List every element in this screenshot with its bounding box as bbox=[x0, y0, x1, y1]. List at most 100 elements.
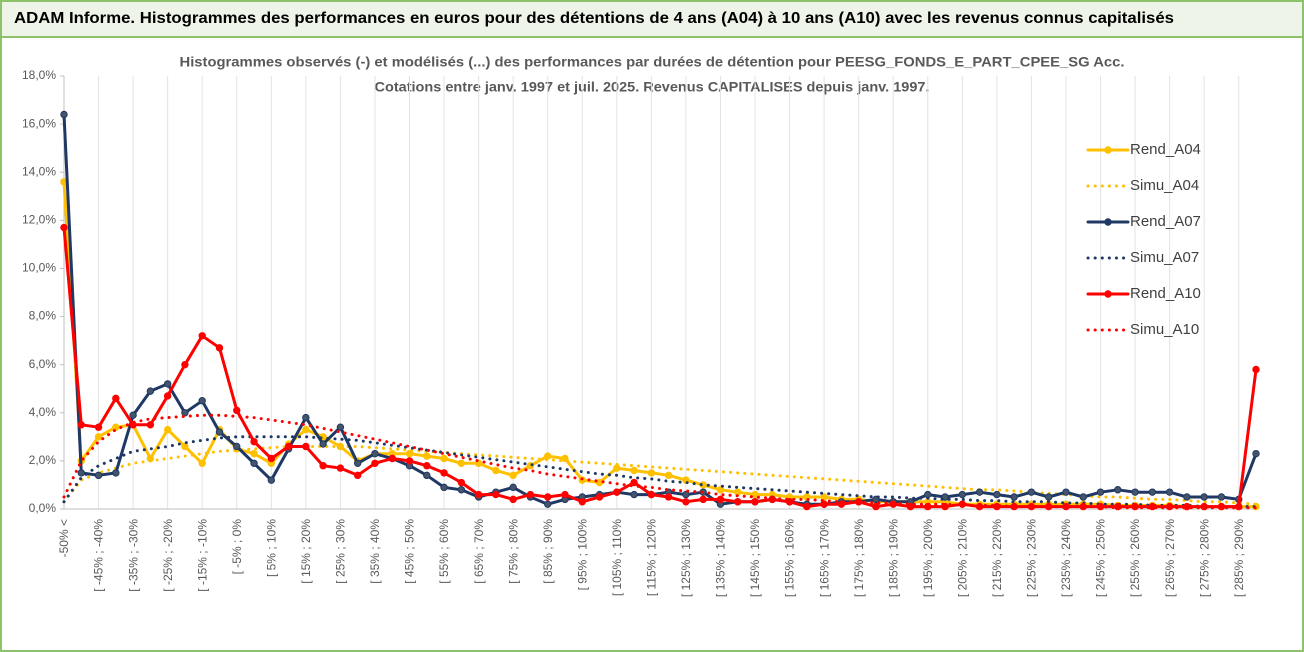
series-marker bbox=[509, 495, 517, 504]
series-marker bbox=[198, 459, 206, 467]
series-marker bbox=[544, 493, 552, 501]
series-marker bbox=[1062, 488, 1070, 496]
series-marker bbox=[94, 423, 103, 431]
y-tick-label: 12,0% bbox=[22, 213, 56, 227]
series-marker bbox=[112, 469, 120, 477]
x-tick-label: -50% < bbox=[57, 519, 71, 557]
series-marker bbox=[440, 454, 448, 463]
series-marker bbox=[302, 425, 310, 434]
series-marker bbox=[405, 457, 414, 465]
series-marker bbox=[129, 411, 137, 419]
series-marker bbox=[509, 471, 517, 480]
series-marker bbox=[1165, 488, 1174, 496]
series-marker bbox=[561, 490, 569, 499]
series-marker bbox=[233, 442, 241, 451]
series-marker bbox=[233, 406, 241, 415]
series-marker bbox=[94, 471, 103, 480]
series-marker bbox=[751, 498, 759, 506]
x-tick-label: [ 165% ; 170% bbox=[817, 519, 831, 597]
series-marker bbox=[215, 344, 224, 352]
series-marker bbox=[785, 498, 794, 506]
series-marker bbox=[1096, 502, 1105, 511]
series-marker bbox=[302, 442, 310, 451]
chart-title: ADAM Informe. Histogrammes des performan… bbox=[14, 10, 1174, 27]
x-tick-label: [ 75% ; 80% bbox=[506, 519, 520, 584]
legend-label: Rend_A04 bbox=[1130, 141, 1201, 158]
series-marker bbox=[250, 459, 258, 467]
x-tick-label: [ 245% ; 250% bbox=[1094, 519, 1108, 597]
legend-label: Simu_A04 bbox=[1130, 177, 1199, 194]
series-marker bbox=[664, 471, 673, 480]
series-marker bbox=[1252, 449, 1260, 458]
x-tick-label: [ 105% ; 110% bbox=[610, 519, 624, 596]
series-marker bbox=[820, 500, 828, 508]
x-tick-label: [ 275% ; 280% bbox=[1197, 519, 1211, 597]
series-marker bbox=[716, 495, 725, 504]
series-marker bbox=[509, 483, 517, 492]
series-marker bbox=[60, 223, 68, 232]
series-marker bbox=[60, 110, 68, 119]
series-marker bbox=[302, 413, 310, 422]
x-tick-label: [ 135% ; 140% bbox=[714, 519, 728, 597]
x-tick-label: [ 145% ; 150% bbox=[748, 519, 762, 597]
x-tick-label: [ 215% ; 220% bbox=[990, 519, 1004, 597]
legend-label: Simu_A07 bbox=[1130, 249, 1199, 266]
series-marker bbox=[77, 469, 85, 477]
legend-label: Rend_A07 bbox=[1130, 213, 1201, 230]
series-marker bbox=[975, 488, 984, 496]
series-marker bbox=[630, 478, 638, 487]
series-marker bbox=[682, 498, 690, 506]
series-marker bbox=[353, 471, 362, 480]
series-marker bbox=[163, 392, 172, 400]
y-tick-label: 2,0% bbox=[29, 453, 57, 467]
chart-subtitle: Histogrammes observés (-) et modélisés (… bbox=[180, 54, 1125, 70]
series-marker bbox=[423, 452, 431, 460]
series-marker bbox=[526, 490, 535, 499]
series-marker bbox=[146, 387, 155, 395]
series-marker bbox=[1027, 488, 1036, 496]
x-tick-label: [ 265% ; 270% bbox=[1163, 519, 1177, 597]
x-tick-label: [ 125% ; 130% bbox=[679, 519, 693, 597]
series-line bbox=[62, 435, 1258, 509]
series-marker bbox=[163, 425, 172, 434]
x-tick-label: [ 185% ; 190% bbox=[886, 519, 900, 597]
series-marker bbox=[682, 490, 690, 499]
x-tick-label: [ -5% ; 0% bbox=[230, 519, 244, 575]
legend-label: Simu_A10 bbox=[1130, 321, 1199, 338]
series-marker bbox=[1079, 493, 1087, 501]
x-tick-label: [ -25% ; -20% bbox=[161, 519, 175, 592]
series-marker bbox=[423, 462, 431, 470]
y-tick-label: 0,0% bbox=[29, 501, 57, 515]
x-tick-label: [ 225% ; 230% bbox=[1025, 519, 1039, 597]
x-tick-label: [ 195% ; 200% bbox=[921, 519, 935, 597]
legend-marker bbox=[1104, 146, 1112, 154]
header bbox=[0, 0, 1304, 38]
series-marker bbox=[1044, 493, 1053, 501]
series-marker bbox=[1148, 488, 1157, 496]
series-marker bbox=[94, 433, 103, 441]
series-marker bbox=[353, 459, 362, 467]
x-tick-label: [ 45% ; 50% bbox=[403, 519, 417, 584]
series-marker bbox=[1183, 493, 1191, 501]
series-marker bbox=[423, 471, 431, 480]
x-tick-label: [ 15% ; 20% bbox=[299, 519, 313, 584]
y-tick-label: 10,0% bbox=[22, 261, 56, 275]
series-marker bbox=[181, 409, 189, 417]
y-tick-label: 8,0% bbox=[29, 309, 57, 323]
legend-marker bbox=[1104, 290, 1112, 298]
y-tick-label: 14,0% bbox=[22, 164, 56, 178]
series-marker bbox=[803, 502, 811, 511]
x-tick-label: [ 255% ; 260% bbox=[1128, 519, 1142, 597]
series-marker bbox=[647, 469, 656, 477]
series-marker bbox=[181, 360, 189, 369]
series-marker bbox=[77, 421, 85, 429]
series-marker bbox=[1217, 493, 1226, 501]
series-marker bbox=[820, 493, 828, 501]
series-marker bbox=[1131, 488, 1139, 496]
y-tick-label: 18,0% bbox=[22, 68, 56, 82]
series-marker bbox=[613, 488, 621, 496]
series-marker bbox=[492, 466, 500, 475]
series-marker bbox=[1252, 365, 1260, 374]
series-marker bbox=[267, 454, 276, 463]
series-marker bbox=[336, 464, 345, 472]
